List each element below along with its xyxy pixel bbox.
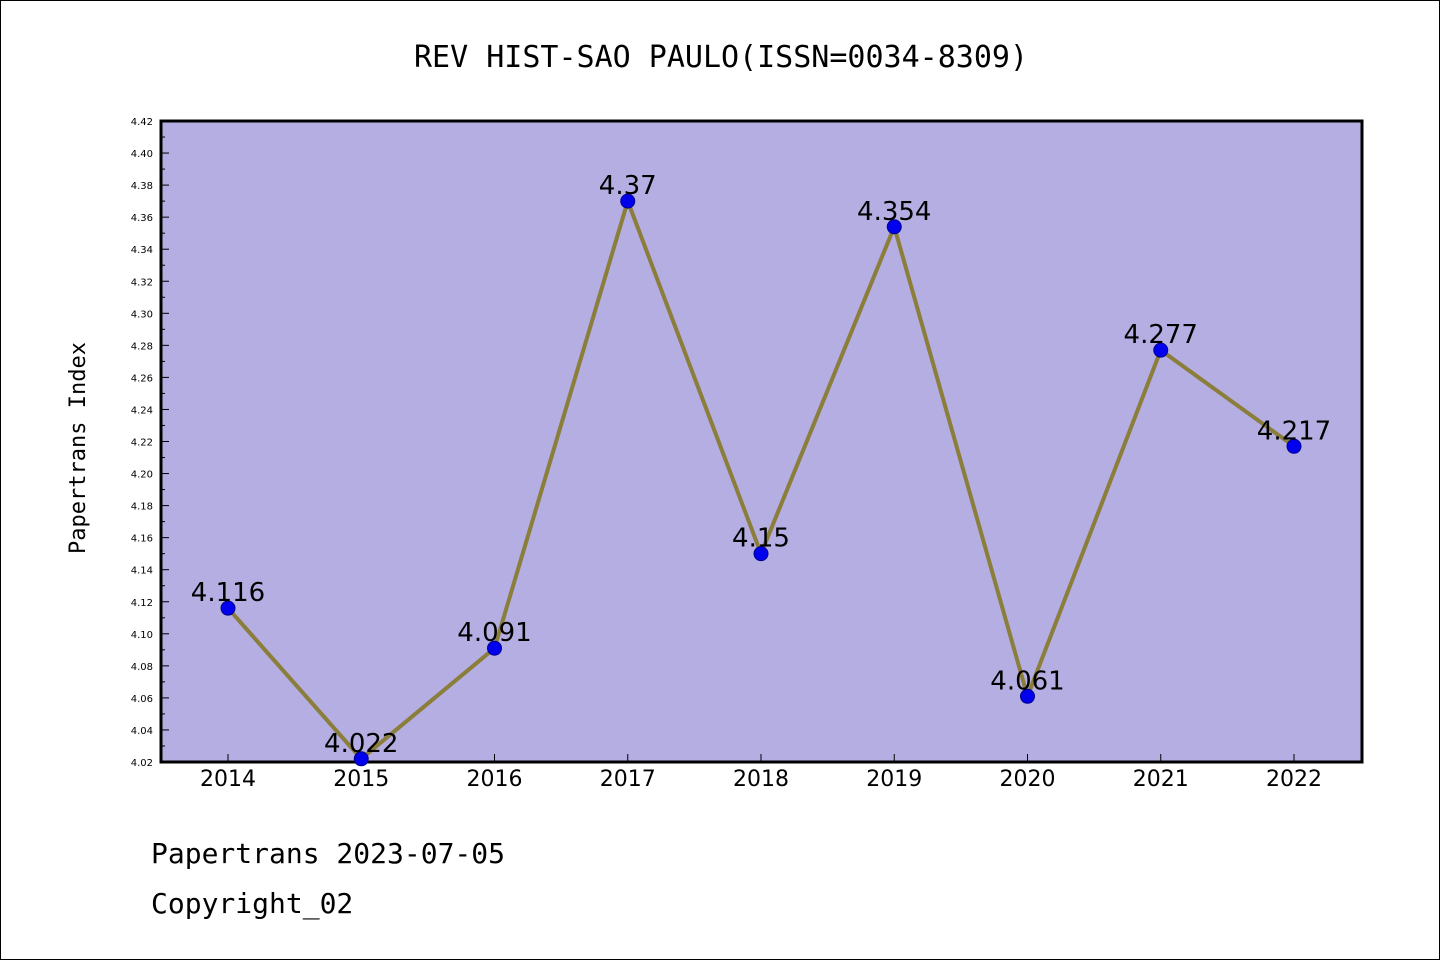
y-axis-label: Papertrans Index — [66, 342, 91, 554]
data-point — [753, 546, 769, 562]
x-tick-label: 2018 — [733, 767, 789, 792]
data-point — [620, 193, 636, 209]
y-tick-label: 4.20 — [131, 470, 153, 481]
y-tick-label: 4.28 — [131, 341, 153, 352]
y-tick-label: 4.42 — [131, 117, 153, 128]
data-point — [886, 219, 902, 235]
data-label: 4.022 — [324, 729, 398, 759]
chart-title: REV HIST-SAO PAULO(ISSN=0034-8309) — [414, 40, 1028, 75]
data-point — [487, 640, 502, 656]
x-tick-label: 2015 — [333, 767, 389, 792]
y-tick-label: 4.14 — [131, 566, 153, 577]
y-tick-label: 4.12 — [131, 598, 153, 609]
data-label: 4.091 — [457, 618, 531, 648]
x-tick-label: 2020 — [1000, 767, 1056, 792]
plot-area — [159, 119, 1364, 764]
data-point — [353, 751, 369, 767]
y-tick-label: 4.18 — [131, 502, 153, 513]
footer-copyright-text: Copyright_02 — [151, 887, 354, 920]
y-tick-label: 4.04 — [131, 726, 153, 737]
y-tick-label: 4.24 — [131, 405, 153, 416]
y-tick-label: 4.22 — [131, 438, 153, 449]
y-tick-label: 4.08 — [131, 662, 153, 673]
y-tick-label: 4.30 — [131, 309, 153, 320]
y-tick-label: 4.06 — [131, 694, 153, 705]
x-tick-label: 2021 — [1133, 767, 1189, 792]
y-tick-label: 4.26 — [131, 373, 153, 384]
y-tick-label: 4.40 — [131, 149, 153, 160]
y-tick-label: 4.32 — [131, 277, 153, 288]
series-group: 4.116 4.022 4.091 4.37 4.15 4.354 4.061 4.277 4.… — [191, 171, 1331, 767]
data-label: 4.15 — [732, 524, 790, 554]
data-point — [220, 600, 236, 616]
y-tick-label: 4.38 — [131, 181, 153, 192]
x-tick-label: 2016 — [467, 767, 523, 792]
x-tick-label: 2019 — [866, 767, 922, 792]
y-tick-label: 4.02 — [131, 758, 153, 769]
data-label: 4.116 — [191, 578, 265, 608]
data-point — [1020, 688, 1035, 704]
data-label: 4.061 — [990, 666, 1064, 696]
data-point — [1286, 438, 1302, 454]
y-tick-label: 4.10 — [131, 630, 153, 641]
data-point — [1153, 342, 1169, 358]
x-tick-label: 2014 — [200, 767, 256, 792]
y-tick-label: 4.34 — [131, 245, 153, 256]
data-label: 4.217 — [1257, 416, 1331, 446]
y-tick-label: 4.16 — [131, 534, 153, 545]
data-label: 4.354 — [857, 197, 931, 227]
x-tick-label: 2017 — [600, 767, 656, 792]
x-axis: 2014 2015 2016 2017 2018 2019 2020 2021 2022 — [200, 754, 1322, 792]
footer-date-text: Papertrans 2023-07-05 — [151, 837, 506, 870]
data-label: 4.37 — [599, 171, 657, 201]
y-tick-label: 4.36 — [131, 213, 153, 224]
y-axis: 4.02 4.04 4.06 4.08 4.10 4.12 4.14 4.16 4.18 4.20… — [131, 117, 169, 769]
data-label: 4.277 — [1124, 320, 1198, 350]
x-tick-label: 2022 — [1266, 767, 1322, 792]
